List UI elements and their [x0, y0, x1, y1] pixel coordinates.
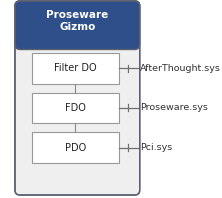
Text: Proseware
Gizmo: Proseware Gizmo: [46, 10, 109, 32]
Text: FDO: FDO: [65, 103, 86, 113]
Bar: [32, 53, 119, 84]
FancyBboxPatch shape: [15, 1, 140, 195]
Text: Proseware.sys: Proseware.sys: [140, 103, 208, 112]
FancyBboxPatch shape: [15, 1, 140, 50]
Text: Pci.sys: Pci.sys: [140, 143, 172, 152]
Text: AfterThought.sys: AfterThought.sys: [140, 64, 221, 73]
Bar: [20, 31, 135, 45]
Text: Filter DO: Filter DO: [54, 63, 97, 73]
Bar: [32, 92, 119, 123]
Text: PDO: PDO: [65, 143, 86, 152]
Bar: [32, 132, 119, 163]
